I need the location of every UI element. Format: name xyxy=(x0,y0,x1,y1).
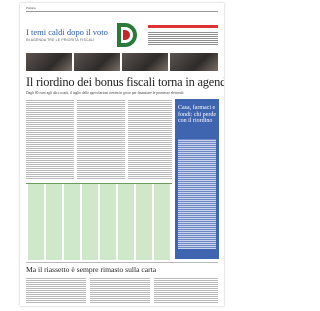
sidebar-text xyxy=(178,139,216,249)
photo xyxy=(170,53,218,71)
rule xyxy=(26,11,218,12)
table-graphic xyxy=(26,183,172,260)
text-column xyxy=(128,99,172,179)
newspaper-page: Politica I temi caldi dopo il voto IN AG… xyxy=(20,3,224,306)
page-title: I temi caldi dopo il voto xyxy=(26,27,108,37)
text-column xyxy=(90,277,150,303)
sidebar: Casa, farmaci e fondi: chi perde con il … xyxy=(175,99,219,259)
text-column xyxy=(77,99,125,179)
box-text xyxy=(148,31,218,45)
screen: {"header": {"section": "Politica", "titl… xyxy=(0,0,244,311)
sidebar-headline: Casa, farmaci e fondi: chi perde con il … xyxy=(178,105,217,125)
box-heading xyxy=(148,25,218,28)
logo xyxy=(113,21,137,49)
text-column xyxy=(154,277,218,303)
section-label: Politica xyxy=(26,6,36,10)
photo xyxy=(74,53,120,71)
text-column xyxy=(26,99,74,179)
caption xyxy=(26,261,218,263)
photo xyxy=(26,53,72,71)
page-subtitle: IN AGENDA TRE LE PRIORITÀ FISCALI xyxy=(26,38,94,42)
headline: Il riordino dei bonus fiscali torna in a… xyxy=(26,75,224,90)
bottom-headline: Ma il riassetto è sempre rimasto sulla c… xyxy=(26,265,156,274)
photo xyxy=(122,53,168,71)
text-column xyxy=(26,277,86,303)
deck: Dagli 80 euro agli altri sconti, il tagl… xyxy=(26,91,183,95)
